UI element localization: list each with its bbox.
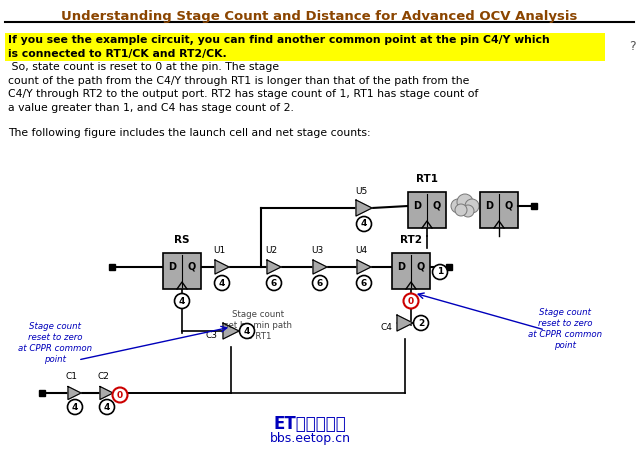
- Bar: [408, 192, 446, 228]
- Text: ?: ?: [629, 40, 635, 53]
- Polygon shape: [223, 323, 239, 339]
- Circle shape: [112, 388, 128, 403]
- Circle shape: [215, 275, 229, 290]
- Text: 6: 6: [317, 279, 323, 288]
- Circle shape: [240, 323, 254, 338]
- Bar: [446, 264, 452, 270]
- Text: 2: 2: [418, 318, 424, 328]
- Text: 6: 6: [361, 279, 367, 288]
- Circle shape: [455, 204, 467, 216]
- Polygon shape: [267, 260, 281, 274]
- Bar: [39, 390, 45, 396]
- Polygon shape: [313, 260, 327, 274]
- Text: D: D: [169, 262, 176, 272]
- Polygon shape: [356, 200, 372, 216]
- Circle shape: [357, 217, 371, 232]
- Circle shape: [457, 194, 473, 210]
- Text: U4: U4: [355, 246, 367, 255]
- Text: 4: 4: [104, 403, 110, 411]
- Circle shape: [433, 265, 447, 280]
- Text: 1: 1: [437, 267, 443, 276]
- Text: D: D: [413, 201, 422, 211]
- Text: Q: Q: [433, 201, 441, 211]
- Text: C3: C3: [206, 330, 218, 340]
- Text: 4: 4: [219, 279, 225, 288]
- Polygon shape: [397, 315, 413, 331]
- Text: Q: Q: [187, 262, 196, 272]
- Text: 6: 6: [271, 279, 277, 288]
- Circle shape: [100, 399, 114, 414]
- Polygon shape: [357, 260, 371, 274]
- Text: D: D: [397, 262, 406, 272]
- Circle shape: [68, 399, 82, 414]
- Text: Stage count
reset to zero
at CPPR common
point: Stage count reset to zero at CPPR common…: [18, 322, 92, 364]
- Text: The following figure includes the launch cell and net stage counts:: The following figure includes the launch…: [8, 128, 371, 138]
- Text: 4: 4: [361, 219, 367, 228]
- Bar: [480, 192, 518, 228]
- Text: U2: U2: [265, 246, 277, 255]
- Text: C4: C4: [380, 322, 392, 331]
- Bar: [163, 253, 201, 289]
- Bar: [531, 203, 537, 209]
- Text: C2: C2: [97, 372, 109, 381]
- Circle shape: [451, 199, 465, 213]
- Text: 4: 4: [244, 327, 250, 336]
- Circle shape: [312, 275, 328, 290]
- Circle shape: [462, 205, 474, 217]
- Bar: [5, 33, 605, 61]
- Text: U1: U1: [213, 246, 225, 255]
- Circle shape: [266, 275, 282, 290]
- Circle shape: [403, 294, 419, 308]
- Polygon shape: [68, 386, 81, 399]
- Text: bbs.eetop.cn: bbs.eetop.cn: [270, 432, 351, 445]
- Circle shape: [174, 294, 190, 308]
- Text: RS: RS: [174, 235, 190, 245]
- Text: Stage count
reset to zero
at CPPR common
point: Stage count reset to zero at CPPR common…: [528, 308, 602, 350]
- Text: C1: C1: [65, 372, 77, 381]
- Text: Q: Q: [504, 201, 512, 211]
- Text: U3: U3: [311, 246, 323, 255]
- Text: RT2: RT2: [400, 235, 422, 245]
- Text: 0: 0: [408, 296, 414, 306]
- Bar: [109, 264, 115, 270]
- Text: U5: U5: [355, 187, 367, 196]
- Text: 4: 4: [179, 296, 185, 306]
- Polygon shape: [100, 386, 113, 399]
- Text: Q: Q: [417, 262, 425, 272]
- Text: 0: 0: [117, 391, 123, 399]
- Bar: [392, 253, 430, 289]
- Circle shape: [357, 275, 371, 290]
- Text: RT1: RT1: [416, 174, 438, 184]
- Polygon shape: [215, 260, 229, 274]
- Text: If you see the example circuit, you can find another common point at the pin C4/: If you see the example circuit, you can …: [8, 35, 550, 59]
- Text: D: D: [486, 201, 493, 211]
- Text: 4: 4: [72, 403, 78, 411]
- Circle shape: [413, 315, 429, 330]
- Text: Understanding Stage Count and Distance for Advanced OCV Analysis: Understanding Stage Count and Distance f…: [61, 10, 577, 23]
- Text: Stage count
set by min path
to RT1: Stage count set by min path to RT1: [224, 310, 292, 341]
- Circle shape: [465, 199, 479, 213]
- Text: So, state count is reset to 0 at the pin. The stage
count of the path from the C: So, state count is reset to 0 at the pin…: [8, 62, 479, 113]
- Text: ET创恩网论坛: ET创恩网论坛: [273, 415, 346, 433]
